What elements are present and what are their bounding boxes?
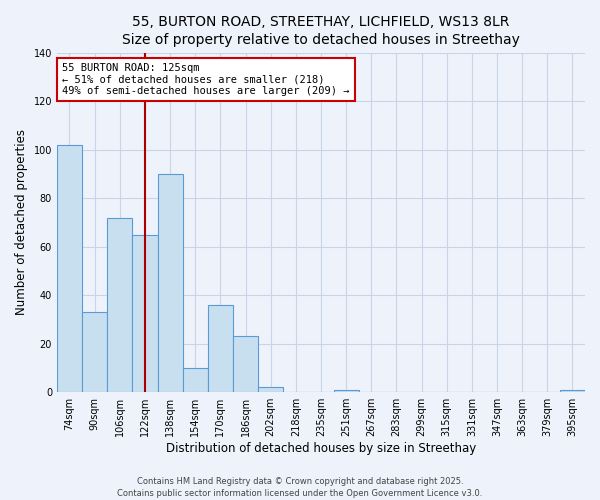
Bar [57, 145, 82, 392]
Bar [258, 388, 283, 392]
Bar [334, 390, 359, 392]
Y-axis label: Number of detached properties: Number of detached properties [15, 130, 28, 316]
Bar [158, 174, 182, 392]
Title: 55, BURTON ROAD, STREETHAY, LICHFIELD, WS13 8LR
Size of property relative to det: 55, BURTON ROAD, STREETHAY, LICHFIELD, W… [122, 15, 520, 48]
Text: Contains HM Land Registry data © Crown copyright and database right 2025.
Contai: Contains HM Land Registry data © Crown c… [118, 476, 482, 498]
Bar [133, 234, 158, 392]
Bar [82, 312, 107, 392]
Bar [233, 336, 258, 392]
Bar [208, 305, 233, 392]
X-axis label: Distribution of detached houses by size in Streethay: Distribution of detached houses by size … [166, 442, 476, 455]
Bar [182, 368, 208, 392]
Bar [560, 390, 585, 392]
Bar [107, 218, 133, 392]
Text: 55 BURTON ROAD: 125sqm
← 51% of detached houses are smaller (218)
49% of semi-de: 55 BURTON ROAD: 125sqm ← 51% of detached… [62, 63, 350, 96]
